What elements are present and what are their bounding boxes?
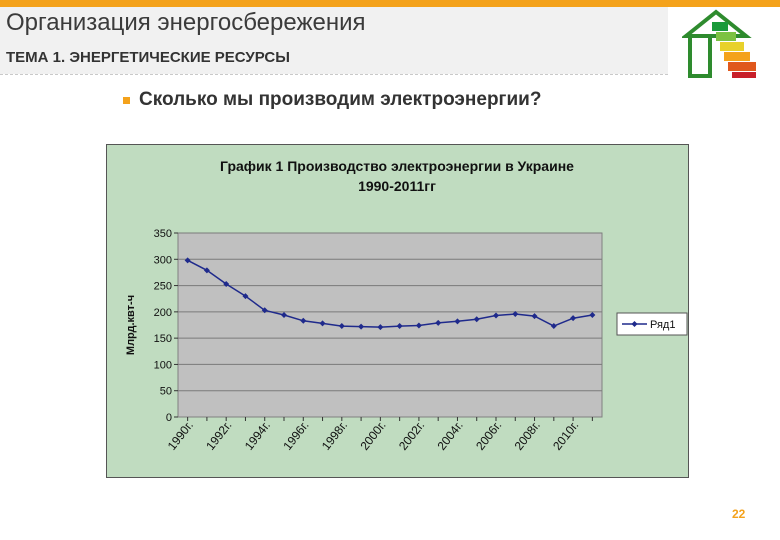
y-axis-label: Млрд.квт-ч: [125, 295, 137, 355]
y-tick-label: 0: [166, 412, 172, 424]
slide-title: Организация энергосбережения: [6, 9, 366, 36]
y-tick-label: 100: [154, 359, 172, 371]
gridlines: [178, 232, 602, 392]
legend: Ряд1: [616, 312, 688, 336]
plot-area: [177, 232, 603, 418]
data-point: [531, 313, 538, 320]
x-tick-label: 1996г.: [280, 418, 311, 453]
header-divider: [0, 74, 668, 75]
y-tick-label: 350: [154, 228, 172, 240]
top-accent-bar: [0, 0, 780, 7]
data-point: [281, 312, 287, 319]
chart-title-line1: График 1 Производство электроэнергии в У…: [220, 158, 574, 174]
x-tick-label: 2000г.: [357, 418, 388, 453]
x-tick-label: 2004г.: [434, 418, 465, 453]
data-point: [223, 280, 230, 287]
line-chart: График 1 Производство электроэнергии в У…: [125, 158, 688, 453]
y-tick-label: 250: [154, 281, 172, 293]
data-point: [203, 267, 210, 274]
question-bullet: Сколько мы производим электроэнергии?: [123, 89, 541, 111]
series-ryad1: [184, 257, 596, 331]
data-point: [415, 322, 422, 329]
x-tick-label: 1992г.: [203, 418, 234, 453]
header-panel: [0, 7, 668, 74]
x-tick-label: 2006г.: [473, 418, 504, 453]
legend-label: Ряд1: [650, 319, 675, 331]
x-axis-ticks: 1990г. 1992г. 1994г. 1996г. 1998г. 2000г. 2002…: [165, 417, 593, 453]
data-point: [493, 312, 499, 319]
x-tick-label: 1994г.: [242, 418, 273, 453]
data-point: [242, 293, 249, 300]
legend-box: [616, 312, 688, 336]
data-point: [261, 307, 268, 314]
data-point: [377, 324, 384, 331]
data-point: [300, 317, 307, 324]
data-point: [396, 323, 403, 330]
data-point: [319, 320, 326, 327]
y-tick-label: 300: [154, 254, 172, 266]
series-line: [187, 259, 593, 328]
x-tick-label: 2008г.: [512, 418, 543, 453]
chart-title-line2: 1990-2011гг: [358, 178, 436, 194]
page-number: 22: [732, 507, 746, 521]
y-tick-label: 150: [154, 333, 172, 345]
bullet-square-icon: [123, 96, 130, 104]
energy-house-icon: [682, 9, 756, 78]
slide-subtitle: ТЕМА 1. ЭНЕРГЕТИЧЕСКИЕ РЕСУРСЫ: [6, 49, 290, 66]
y-tick-label: 200: [154, 307, 172, 319]
data-point: [454, 318, 461, 325]
data-point: [435, 319, 442, 326]
data-point: [589, 312, 596, 319]
data-point: [473, 316, 480, 323]
y-axis-ticks: 0 50 100 150 200 250 300 350: [154, 228, 178, 424]
x-tick-label: 2010г.: [550, 418, 581, 453]
question-text: Сколько мы производим электроэнергии?: [139, 89, 542, 110]
legend-marker: [631, 321, 638, 327]
data-point: [358, 323, 365, 330]
data-point: [550, 323, 557, 330]
data-point: [570, 315, 577, 322]
y-tick-label: 50: [160, 386, 172, 398]
chart-frame: График 1 Производство электроэнергии в У…: [106, 144, 689, 478]
x-tick-label: 2002г.: [396, 418, 427, 453]
data-point: [512, 310, 519, 317]
x-tick-label: 1998г.: [319, 418, 350, 453]
data-point: [338, 323, 345, 330]
data-point: [184, 257, 191, 264]
